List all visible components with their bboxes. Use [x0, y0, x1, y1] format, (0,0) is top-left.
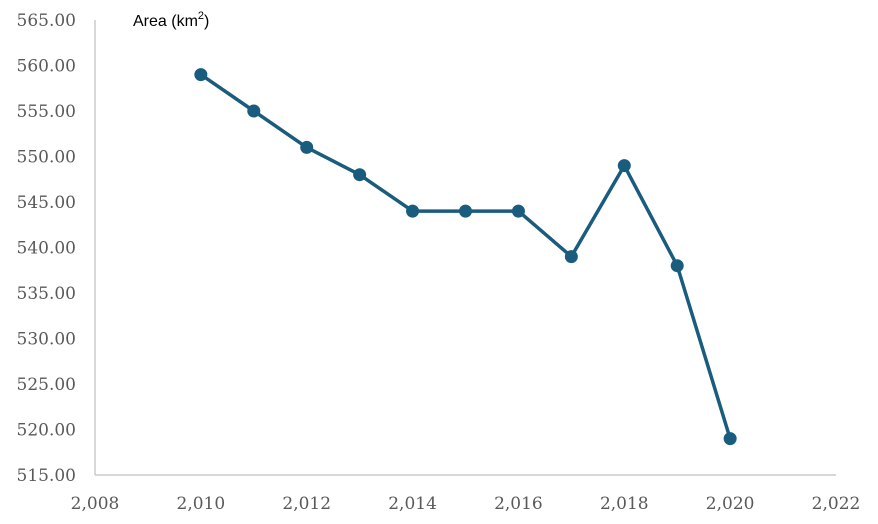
y-tick-label: 555.00 — [17, 102, 76, 122]
y-axis-tick-labels: 515.00 520.00 525.00 530.00 535.00 540.00 545.… — [17, 11, 76, 486]
data-point — [300, 140, 314, 154]
data-point — [247, 104, 261, 118]
y-axis-title-suffix: ) — [204, 13, 209, 30]
y-tick-label: 560.00 — [17, 57, 76, 77]
x-axis-tick-labels: 2,008 2,010 2,012 2,014 2,016 2,018 2,020 2,022 — [71, 494, 861, 514]
x-tick-label: 2,008 — [71, 494, 120, 514]
y-tick-label: 515.00 — [17, 466, 76, 486]
x-tick-label: 2,018 — [600, 494, 649, 514]
series-layer — [194, 68, 737, 446]
x-tick-label: 2,022 — [812, 494, 861, 514]
x-tick-label: 2,020 — [706, 494, 755, 514]
data-point — [353, 168, 367, 182]
series-line — [199, 72, 732, 441]
y-tick-label: 545.00 — [17, 193, 76, 213]
data-point — [723, 432, 737, 446]
x-tick-label: 2,010 — [177, 494, 226, 514]
y-axis-title: Area (km2) — [133, 10, 209, 30]
y-axis-title-superscript: 2 — [198, 10, 204, 22]
y-tick-label: 535.00 — [17, 284, 76, 304]
y-tick-label: 520.00 — [17, 421, 76, 441]
x-tick-label: 2,016 — [494, 494, 543, 514]
data-point — [459, 204, 472, 218]
y-tick-label: 550.00 — [17, 148, 76, 168]
data-point — [670, 259, 684, 273]
y-tick-label: 525.00 — [17, 375, 76, 395]
y-tick-label: 540.00 — [17, 239, 76, 259]
data-point — [511, 204, 525, 218]
data-point — [564, 250, 578, 264]
data-point — [617, 159, 631, 173]
data-point — [406, 204, 420, 218]
x-tick-label: 2,014 — [388, 494, 437, 514]
y-tick-label: 530.00 — [17, 330, 76, 350]
data-point — [194, 68, 208, 82]
y-tick-label: 565.00 — [17, 11, 76, 31]
x-tick-label: 2,012 — [282, 494, 331, 514]
y-axis-title-text: Area (km — [133, 13, 198, 30]
